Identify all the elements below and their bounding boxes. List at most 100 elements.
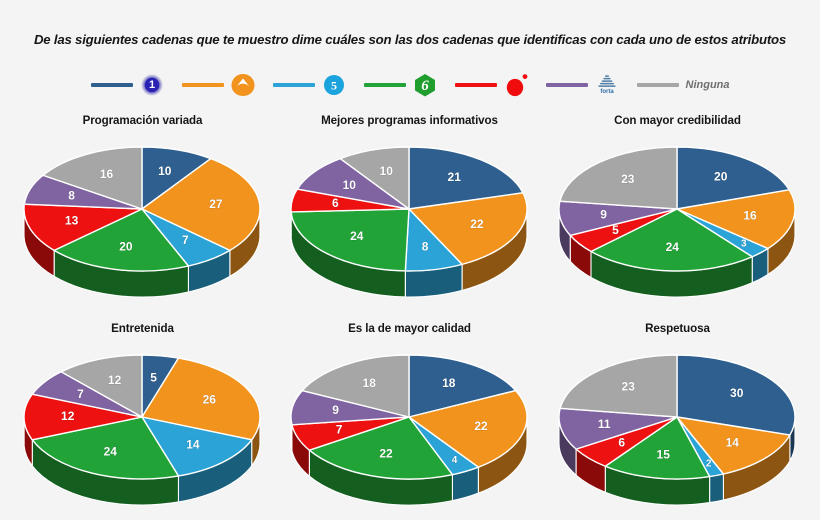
pie-slice-ninguna[interactable]	[338, 146, 410, 211]
pie-slice-value: 5	[612, 223, 619, 237]
pie-slice-value: 21	[448, 170, 462, 184]
pie-canvas-2: 20 16 3 24 5 9 23	[541, 127, 814, 302]
pie-slice-value: 16	[743, 208, 757, 222]
pie-slice-value: 16	[100, 167, 114, 181]
svg-text:6: 6	[421, 78, 429, 94]
pie-slice-value: 10	[380, 164, 394, 178]
chart-con-mayor-credibilidad: Con mayor credibilidad 20 16 3 24 5 9 23	[541, 112, 814, 312]
pie-slice-la1[interactable]	[408, 354, 518, 418]
pie-slice-ninguna[interactable]	[300, 354, 410, 418]
pie-slice-value: 22	[379, 446, 393, 460]
chart-title: Programación variada	[82, 114, 203, 127]
pie-slice-forta[interactable]	[558, 407, 678, 450]
pie-slice-value: 30	[730, 386, 744, 400]
pie-slice-value: 4	[452, 455, 458, 466]
pie-top-faces	[23, 354, 261, 480]
legend-color-swatch	[181, 83, 224, 87]
pie-slice-value: 6	[618, 435, 625, 449]
pie-slice-value: 24	[104, 444, 118, 458]
legend: 1 5 6 forta Ninguna	[0, 70, 820, 100]
pie-slice-value: 14	[186, 438, 200, 452]
chart-title: Es la de mayor calidad	[348, 322, 471, 335]
antena3-icon	[229, 72, 257, 98]
pie-slice-ninguna[interactable]	[559, 146, 678, 210]
chart-mejores-programas-informativos: Mejores programas informativos 21 22 8 24 6 1…	[273, 112, 546, 312]
pie-chart-svg: 20 16 3 24 59 23	[558, 146, 796, 298]
pie-slice-value: 10	[343, 178, 357, 192]
pie-slice-value: 12	[61, 409, 75, 423]
pie-slice-value: 9	[332, 403, 339, 417]
svg-text:5: 5	[331, 79, 337, 93]
legend-item-la1[interactable]: 1	[90, 70, 166, 100]
pie-value-labels: 18 22 4 22 7 9 18	[332, 376, 488, 466]
pie-slice-ninguna[interactable]	[41, 146, 143, 210]
legend-item-antena3[interactable]	[181, 70, 257, 100]
pie-chart-svg: 10 27 7 20 13 8 16	[23, 146, 261, 298]
pie-slice-value: 24	[666, 240, 680, 254]
pie-slice-value: 18	[363, 376, 377, 390]
pie-slice-lasexta[interactable]	[307, 416, 454, 480]
pie-slice-lasexta[interactable]	[52, 208, 190, 272]
pie-slice-value: 24	[350, 229, 364, 243]
pie-slice-value: 23	[621, 172, 635, 186]
chart-respetuosa: Respetuosa 30 14 2 15 6 11 23	[541, 320, 814, 520]
legend-item-ninguna[interactable]: Ninguna	[636, 70, 730, 100]
pie-slice-value: 9	[600, 207, 607, 221]
pie-slice-value: 27	[209, 197, 223, 211]
pie-slice-value: 2	[706, 458, 712, 469]
pie-side-walls	[558, 417, 796, 506]
pie-slice-la1[interactable]	[408, 146, 524, 210]
pie-slice-value: 6	[332, 196, 339, 210]
pie-canvas-4: 18 22 4 22 7 9 18	[273, 335, 546, 510]
legend-item-telecinco[interactable]: 5	[272, 70, 348, 100]
legend-item-forta[interactable]: forta	[545, 70, 621, 100]
pie-canvas-1: 21 22 8 24 6 10 10	[273, 127, 546, 302]
chart-programacion-variada: Programación variada 10 27 7 20 13 8 16	[6, 112, 279, 312]
pie-slice-value: 3	[741, 239, 747, 250]
pie-slice-la1[interactable]	[676, 354, 796, 436]
pie-slice-value: 26	[203, 393, 217, 407]
pie-slice-value: 20	[714, 170, 728, 184]
legend-color-swatch	[545, 83, 588, 87]
pie-slice-value: 7	[336, 422, 343, 436]
pie-canvas-5: 30 14 2 15 6 11 23	[541, 335, 814, 510]
pie-slice-value: 20	[119, 239, 133, 253]
pie-slice-ninguna[interactable]	[59, 354, 143, 419]
pie-chart-svg: 18 22 4 22 7 9 18	[290, 354, 528, 506]
pie-slice-cuatro[interactable]	[23, 393, 143, 441]
pie-slice-value: 15	[657, 448, 671, 462]
pie-slice-value: 12	[108, 373, 122, 387]
pie-top-faces	[290, 354, 528, 480]
pie-slice-value: 10	[158, 164, 172, 178]
pie-top-faces	[23, 146, 261, 272]
pie-slice-antena3[interactable]	[674, 189, 796, 250]
pie-slice-value: 23	[622, 380, 636, 394]
pie-slice-la1[interactable]	[141, 146, 213, 211]
pie-slice-cuatro[interactable]	[23, 203, 143, 252]
telecinco-icon: 5	[320, 72, 348, 98]
pie-slice-antena3[interactable]	[407, 389, 528, 468]
pie-top-faces	[558, 354, 796, 480]
pie-slice-value: 22	[474, 419, 488, 433]
pie-slice-antena3[interactable]	[140, 357, 261, 441]
pie-slice-antena3[interactable]	[140, 157, 261, 252]
chart-es-la-de-mayor-calidad: Es la de mayor calidad 18 22 4 22 7 9 18	[273, 320, 546, 520]
page-title: De las siguientes cadenas que te muestro…	[33, 32, 787, 47]
svg-text:forta: forta	[600, 89, 614, 95]
pie-slice-lasexta[interactable]	[589, 208, 754, 272]
pie-slice-forta[interactable]	[296, 157, 410, 210]
pie-slice-ninguna[interactable]	[559, 354, 678, 418]
pie-slice-antena3[interactable]	[675, 416, 792, 475]
chart-title: Mejores programas informativos	[321, 114, 498, 127]
pie-top-faces	[558, 146, 796, 272]
pie-slice-lasexta[interactable]	[290, 208, 410, 272]
legend-item-label: Ninguna	[685, 79, 730, 91]
pie-slice-la1[interactable]	[676, 146, 791, 210]
legend-item-lasexta[interactable]: 6	[363, 70, 439, 100]
pie-chart-svg: 30 14 2 15 6 11 23	[558, 354, 796, 506]
pie-canvas-3: 5 26 14 24 12 7 12	[6, 335, 279, 510]
pie-slice-lasexta[interactable]	[603, 415, 711, 480]
pie-slice-antena3[interactable]	[407, 192, 528, 266]
legend-item-cuatro[interactable]	[454, 70, 530, 100]
